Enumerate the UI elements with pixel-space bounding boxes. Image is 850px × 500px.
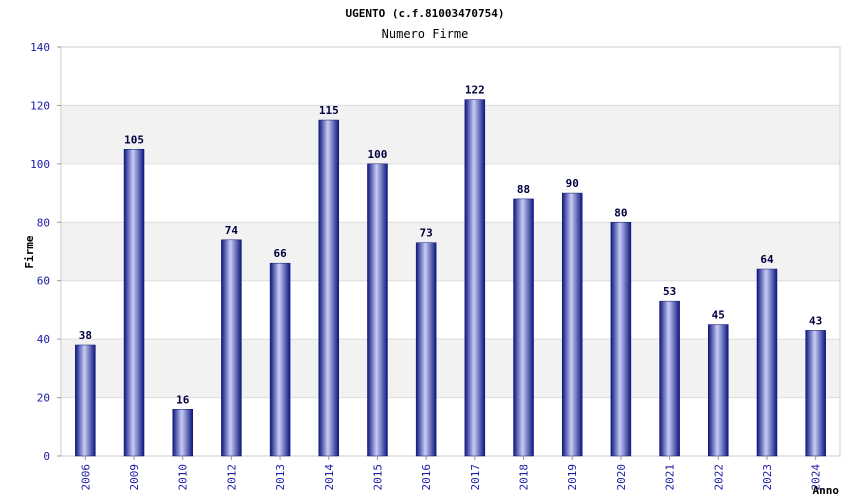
bar-2015 (367, 163, 388, 457)
bar-2009 (123, 149, 145, 457)
data-label-2018: 88 (517, 183, 530, 196)
bar-2017 (464, 99, 486, 457)
y-tick-label: 140 (30, 41, 50, 54)
x-tick-label-2012: 2012 (225, 464, 238, 491)
data-label-2012: 74 (225, 224, 239, 237)
x-axis-label: Anno (813, 484, 840, 497)
bar-2021 (659, 300, 680, 457)
y-tick-label: 0 (43, 450, 50, 463)
x-tick-label-2015: 2015 (371, 464, 384, 491)
data-label-2006: 38 (79, 329, 92, 342)
y-tick-label: 20 (37, 392, 50, 405)
y-tick-label: 100 (30, 158, 50, 171)
y-axis-label: Firme (23, 235, 36, 268)
x-tick-label-2016: 2016 (420, 464, 433, 491)
x-axis-ticks: 2006 2009 2010 2012 2013 2014 2015 2016 2017 2018… (79, 456, 823, 491)
x-tick-label-2021: 2021 (664, 464, 677, 491)
x-tick-label-2009: 2009 (128, 464, 141, 491)
data-label-2014: 115 (319, 104, 339, 117)
x-tick-label-2024: 2024 (810, 464, 823, 491)
data-label-2009: 105 (124, 133, 144, 146)
x-tick-label-2019: 2019 (566, 464, 579, 491)
grid-band (61, 222, 840, 281)
chart-subtitle: Numero Firme (382, 27, 469, 41)
plot-area (60, 46, 841, 457)
x-tick-label-2020: 2020 (615, 464, 628, 491)
data-label-2022: 45 (712, 309, 725, 322)
y-tick-label: 60 (37, 275, 50, 288)
data-label-2013: 66 (273, 247, 287, 260)
data-label-2016: 73 (420, 227, 433, 240)
bar-2006 (75, 344, 96, 457)
data-label-2010: 16 (176, 393, 190, 406)
bar-2014 (318, 119, 340, 457)
x-tick-label-2006: 2006 (79, 464, 92, 491)
bar-2019 (561, 192, 583, 457)
bar-2013 (269, 262, 291, 457)
chart-title: UGENTO (c.f.81003470754) (346, 7, 505, 20)
data-labels: 38 105 16 74 66 115 100 73 122 88 90 80 53 45 64 43 (79, 84, 823, 407)
data-label-2017: 122 (465, 84, 485, 97)
bar-2020 (610, 222, 632, 457)
x-tick-label-2018: 2018 (518, 464, 531, 491)
y-tick-label: 40 (37, 333, 50, 346)
data-label-2015: 100 (368, 148, 388, 161)
bar-2010 (172, 409, 193, 457)
data-label-2021: 53 (663, 285, 676, 298)
bar-2024 (805, 330, 826, 457)
x-tick-label-2010: 2010 (177, 464, 190, 491)
y-tick-label: 120 (30, 99, 50, 112)
x-tick-label-2013: 2013 (274, 464, 287, 491)
y-axis-ticks: 0 20 40 60 80 100 120 140 (30, 41, 61, 463)
data-label-2023: 64 (760, 253, 774, 266)
bar-2016 (415, 242, 437, 457)
bar-2023 (756, 268, 778, 457)
data-label-2020: 80 (614, 206, 627, 219)
bars (75, 99, 826, 457)
x-tick-label-2023: 2023 (761, 464, 774, 491)
y-tick-label: 80 (37, 216, 50, 229)
data-label-2019: 90 (566, 177, 579, 190)
grid-band (61, 105, 840, 164)
x-tick-label-2017: 2017 (469, 464, 482, 491)
x-tick-label-2022: 2022 (712, 464, 725, 491)
bar-2022 (708, 324, 729, 457)
x-tick-label-2014: 2014 (323, 464, 336, 491)
bar-2018 (513, 198, 534, 457)
data-label-2024: 43 (809, 314, 822, 327)
bar-2012 (221, 239, 242, 457)
